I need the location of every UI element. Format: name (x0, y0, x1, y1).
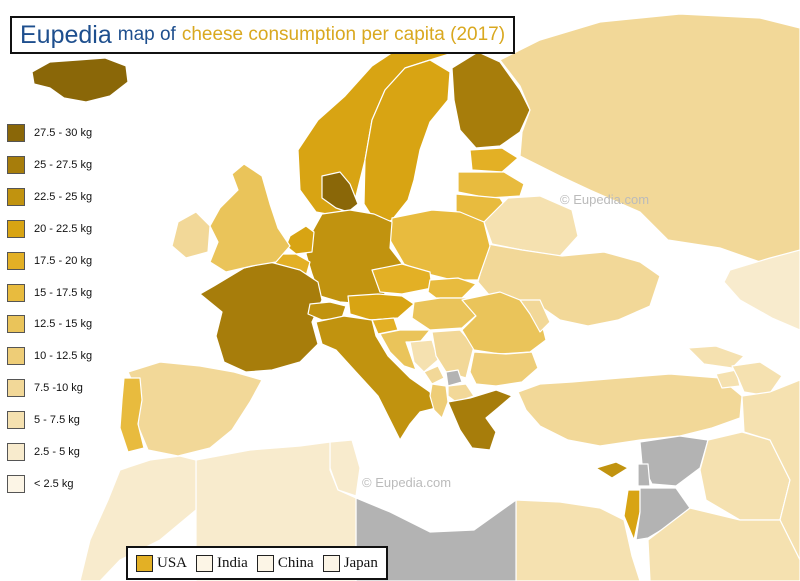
reference-swatch (196, 554, 214, 572)
legend-swatch (7, 124, 25, 142)
country-turkey (517, 373, 743, 447)
legend-swatch (7, 411, 25, 430)
country-albania (429, 383, 449, 419)
country-libya (355, 497, 517, 581)
legend-item: 22.5 - 25 kg (7, 187, 93, 206)
reference-item-china: China (248, 554, 314, 572)
country-kosovo (445, 369, 463, 387)
country-russia (499, 13, 800, 281)
legend-swatch (7, 347, 25, 366)
legend-swatch (7, 251, 25, 270)
country-israel (623, 489, 641, 541)
legend-item: 17.5 - 20 kg (7, 251, 93, 270)
country-ireland (171, 211, 211, 259)
reference-label: China (277, 554, 314, 571)
country-iceland (31, 57, 129, 103)
legend-swatch (7, 155, 25, 174)
country-denmark (321, 171, 359, 213)
legend-label: 17.5 - 20 kg (34, 254, 93, 267)
title-prefix: map of (117, 24, 176, 45)
country-italy (315, 315, 437, 441)
legend-swatch (7, 379, 25, 398)
country-lebanon (637, 463, 651, 487)
country-bosnia (409, 339, 439, 373)
country-latvia (457, 171, 525, 199)
watermark-bottom: © Eupedia.com (362, 475, 452, 490)
reference-label: USA (157, 554, 188, 571)
country-montenegro (423, 365, 445, 385)
country-saudi-arabia (647, 507, 800, 581)
reference-swatch (256, 554, 274, 572)
title-subject: cheese consumption per capita (2017) (181, 24, 506, 45)
country-united-kingdom (209, 163, 291, 273)
legend-swatch (7, 443, 25, 461)
country-austria (347, 293, 415, 321)
country-armenia (715, 369, 741, 389)
legend-item: 2.5 - 5 kg (7, 443, 80, 461)
legend-swatch (7, 219, 25, 238)
country-cyprus (595, 461, 629, 479)
brand-logo-text: Eupedia (20, 20, 112, 49)
legend-label: 20 - 22.5 kg (34, 222, 93, 235)
legend-label: 2.5 - 5 kg (34, 446, 80, 458)
country-hungary (411, 297, 481, 331)
legend-swatch (7, 283, 25, 302)
country-finland (451, 51, 531, 149)
country-france (199, 261, 323, 373)
country-greece (447, 389, 513, 451)
country-moldova (519, 299, 551, 333)
legend-item: 25 - 27.5 kg (7, 155, 93, 174)
reference-label: Japan (343, 554, 378, 571)
legend-label: 7.5 -10 kg (34, 382, 83, 395)
reference-label: India (217, 554, 248, 571)
legend-label: 5 - 7.5 kg (34, 414, 80, 427)
legend-item: 20 - 22.5 kg (7, 219, 93, 238)
legend-item: 15 - 17.5 kg (7, 283, 93, 302)
legend-item: 12.5 - 15 kg (7, 315, 93, 334)
country-estonia (469, 147, 519, 173)
country-egypt (515, 499, 641, 581)
legend-item: 10 - 12.5 kg (7, 347, 93, 366)
reference-swatch (322, 554, 340, 572)
country-serbia (431, 329, 475, 379)
legend-label: 12.5 - 15 kg (34, 318, 93, 331)
watermark-top: © Eupedia.com (560, 192, 650, 207)
map-title: Eupedia map of cheese consumption per ca… (10, 16, 516, 54)
reference-item-usa: USA (136, 554, 188, 572)
legend-swatch (7, 474, 25, 493)
country-bulgaria (469, 351, 539, 387)
legend-swatch (7, 187, 25, 206)
reference-item-japan: Japan (314, 554, 378, 572)
legend-item: 7.5 -10 kg (7, 379, 83, 398)
legend-item: 27.5 - 30 kg (7, 124, 92, 142)
legend-item: 5 - 7.5 kg (7, 411, 80, 430)
legend-label: 25 - 27.5 kg (34, 158, 93, 171)
legend-label: 27.5 - 30 kg (34, 127, 93, 139)
legend-label: 22.5 - 25 kg (34, 190, 93, 203)
legend-label: < 2.5 kg (34, 477, 74, 490)
legend-label: 10 - 12.5 kg (34, 350, 93, 363)
reference-legend: USA India China Japan (126, 546, 388, 580)
country-poland (389, 209, 491, 281)
country-portugal (119, 377, 145, 453)
country-croatia (379, 329, 431, 371)
country-kazakhstan (723, 249, 800, 331)
country-georgia (687, 345, 745, 369)
legend-swatch (7, 315, 25, 334)
legend-item: < 2.5 kg (7, 474, 74, 493)
reference-swatch (136, 554, 153, 572)
reference-item-india: India (187, 554, 248, 572)
legend-label: 15 - 17.5 kg (34, 286, 93, 299)
